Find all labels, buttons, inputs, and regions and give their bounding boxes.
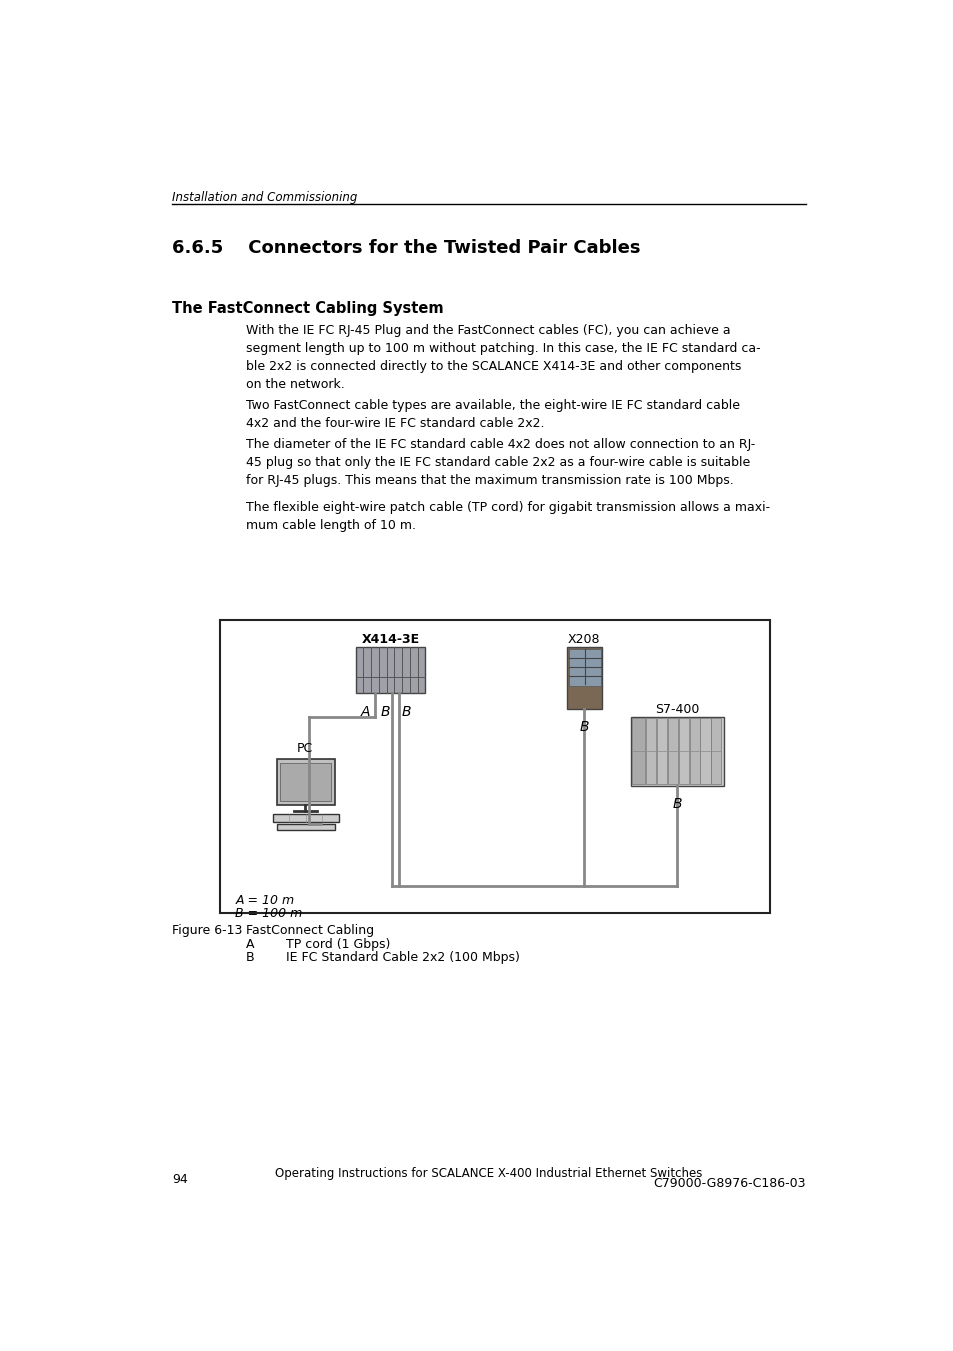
Bar bbox=[355, 647, 425, 693]
Text: Operating Instructions for SCALANCE X-400 Industrial Ethernet Switches: Operating Instructions for SCALANCE X-40… bbox=[275, 1167, 701, 1179]
Text: The flexible eight-wire patch cable (TP cord) for gigabit transmission allows a : The flexible eight-wire patch cable (TP … bbox=[245, 501, 769, 532]
Text: IE FC Standard Cable 2x2 (100 Mbps): IE FC Standard Cable 2x2 (100 Mbps) bbox=[286, 951, 519, 963]
Bar bbox=[276, 824, 335, 830]
Text: Figure 6-13: Figure 6-13 bbox=[172, 924, 242, 938]
Text: Two FastConnect cable types are available, the eight-wire IE FC standard cable
4: Two FastConnect cable types are availabl… bbox=[245, 400, 739, 430]
Bar bbox=[273, 815, 338, 821]
Text: TP cord (1 Gbps): TP cord (1 Gbps) bbox=[286, 938, 390, 951]
Text: With the IE FC RJ-45 Plug and the FastConnect cables (FC), you can achieve a
seg: With the IE FC RJ-45 Plug and the FastCo… bbox=[245, 324, 760, 390]
Bar bbox=[276, 759, 335, 805]
Text: 6.6.5    Connectors for the Twisted Pair Cables: 6.6.5 Connectors for the Twisted Pair Ca… bbox=[172, 239, 639, 257]
Bar bbox=[280, 763, 331, 801]
Bar bbox=[679, 719, 688, 785]
Text: B: B bbox=[672, 797, 681, 812]
Text: PC: PC bbox=[296, 742, 313, 755]
Text: X414-3E: X414-3E bbox=[361, 634, 419, 646]
Text: X208: X208 bbox=[567, 634, 599, 646]
Bar bbox=[632, 719, 645, 785]
Bar bbox=[689, 719, 699, 785]
Text: The FastConnect Cabling System: The FastConnect Cabling System bbox=[172, 301, 443, 316]
Text: B: B bbox=[401, 705, 411, 719]
Text: B: B bbox=[578, 720, 588, 735]
Text: FastConnect Cabling: FastConnect Cabling bbox=[245, 924, 374, 938]
Text: A: A bbox=[361, 705, 370, 719]
Text: S7-400: S7-400 bbox=[655, 703, 699, 716]
Text: B: B bbox=[245, 951, 253, 963]
Bar bbox=[568, 648, 599, 686]
Text: B = 100 m: B = 100 m bbox=[235, 907, 302, 920]
Bar bbox=[630, 716, 723, 786]
Bar bbox=[567, 647, 601, 709]
Text: 94: 94 bbox=[172, 1173, 188, 1186]
Text: C79000-G8976-C186-03: C79000-G8976-C186-03 bbox=[653, 1177, 805, 1190]
Bar bbox=[220, 620, 769, 913]
Text: Installation and Commissioning: Installation and Commissioning bbox=[172, 192, 357, 204]
Bar bbox=[645, 719, 656, 785]
Text: A = 10 m: A = 10 m bbox=[235, 893, 294, 907]
Text: A: A bbox=[245, 938, 253, 951]
Bar bbox=[700, 719, 710, 785]
Text: The diameter of the IE FC standard cable 4x2 does not allow connection to an RJ-: The diameter of the IE FC standard cable… bbox=[245, 438, 754, 486]
Bar bbox=[657, 719, 666, 785]
Bar bbox=[667, 719, 678, 785]
Bar bbox=[711, 719, 720, 785]
Text: B: B bbox=[380, 705, 390, 719]
